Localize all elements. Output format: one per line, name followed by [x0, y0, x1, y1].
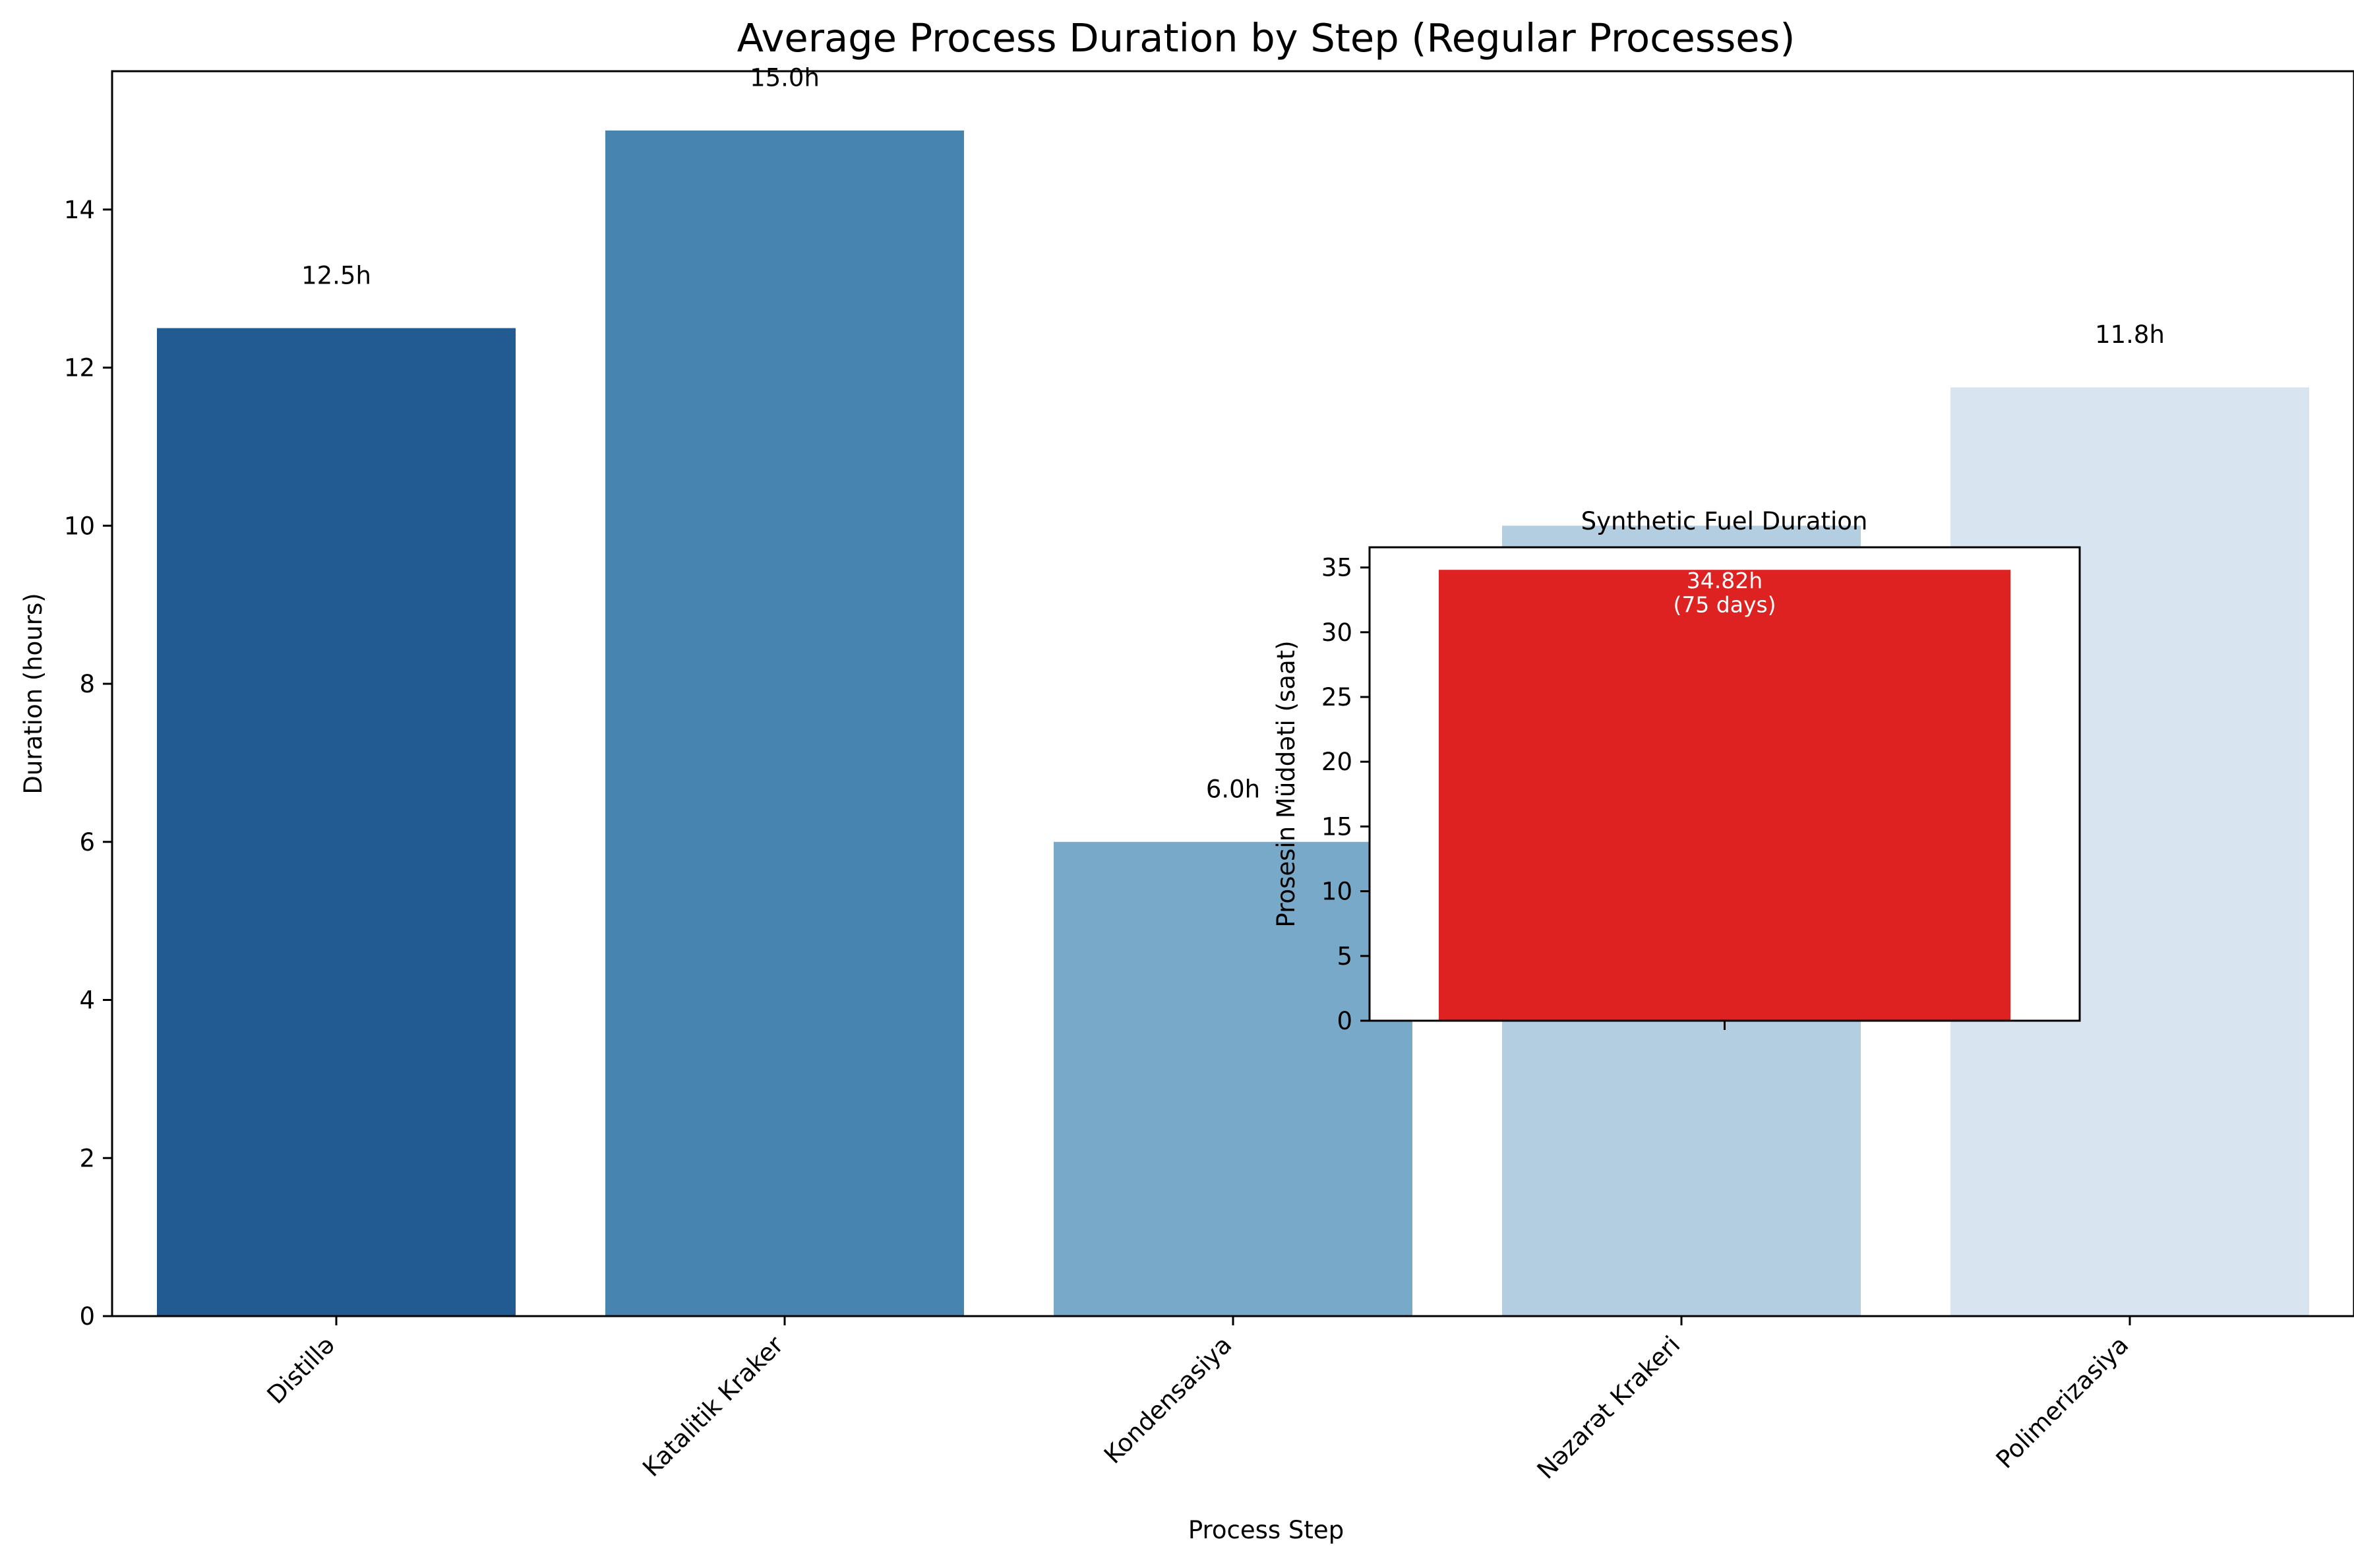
inset-data-labels: 34.82h (75 days)	[1673, 568, 1776, 617]
bar-2	[1054, 841, 1412, 1316]
main-data-labels: 12.5h 15.0h 6.0h 11.8h	[301, 64, 2165, 804]
data-label-4: 11.8h	[2095, 320, 2165, 349]
data-label-0: 12.5h	[301, 261, 371, 289]
inset-y-axis-label: Prosesin Müddəti (saat)	[1272, 640, 1300, 927]
inset-y-ticks: 0 5 10 15 20 25 30 35	[1321, 554, 1370, 1035]
chart-title: Average Process Duration by Step (Regula…	[737, 15, 1796, 61]
inset-y-tick-label-2: 10	[1321, 878, 1352, 906]
inset-y-tick-label-1: 5	[1337, 942, 1352, 971]
bar-0	[157, 328, 516, 1317]
inset-y-tick-label-3: 15	[1321, 812, 1352, 841]
inset-data-label-0: 34.82h (75 days)	[1673, 568, 1776, 617]
main-y-ticks: 0 2 4 6 8 10 12 14	[64, 196, 112, 1331]
y-tick-label-5: 10	[64, 512, 95, 540]
inset-axes-frame	[1368, 546, 2081, 1022]
x-tick-label-1: Katalitik Kraker	[637, 1330, 789, 1482]
x-tick-label-3: Nəzarət Krakeri	[1532, 1331, 1686, 1485]
x-axis-label: Process Step	[1188, 1516, 1344, 1544]
main-axes-frame	[111, 70, 2354, 1317]
inset-y-tick-label-6: 30	[1321, 618, 1352, 647]
x-tick-label-4: Polimerizasiya	[1991, 1331, 2134, 1474]
y-axis-label: Duration (hours)	[19, 593, 47, 794]
y-tick-label-7: 14	[64, 196, 95, 224]
data-label-2: 6.0h	[1206, 775, 1260, 803]
data-label-1: 15.0h	[750, 64, 820, 92]
x-tick-label-0: Distillə	[262, 1331, 341, 1410]
y-tick-label-0: 0	[79, 1302, 95, 1331]
y-tick-label-1: 2	[79, 1144, 95, 1172]
y-tick-label-3: 6	[79, 828, 95, 857]
inset-y-tick-label-4: 20	[1321, 748, 1352, 776]
inset-chart: 0 5 10 15 20 25 30 35 34.82h (75 days) Synthetic…	[1272, 507, 2081, 1035]
y-tick-label-2: 4	[79, 986, 95, 1015]
y-tick-label-6: 12	[64, 354, 95, 382]
inset-y-tick-label-0: 0	[1337, 1007, 1352, 1035]
bar-1	[605, 130, 964, 1316]
y-tick-label-4: 8	[79, 670, 95, 698]
inset-y-tick-label-5: 25	[1321, 683, 1352, 711]
inset-title: Synthetic Fuel Duration	[1581, 507, 1868, 535]
inset-bar-0	[1439, 570, 2010, 1021]
x-tick-label-2: Kondensasiya	[1099, 1331, 1237, 1469]
main-x-ticks: Distillə Katalitik Kraker Kondensasiya Nəza…	[262, 1316, 2134, 1485]
inset-bars	[1439, 570, 2010, 1021]
inset-y-tick-label-7: 35	[1321, 554, 1352, 582]
